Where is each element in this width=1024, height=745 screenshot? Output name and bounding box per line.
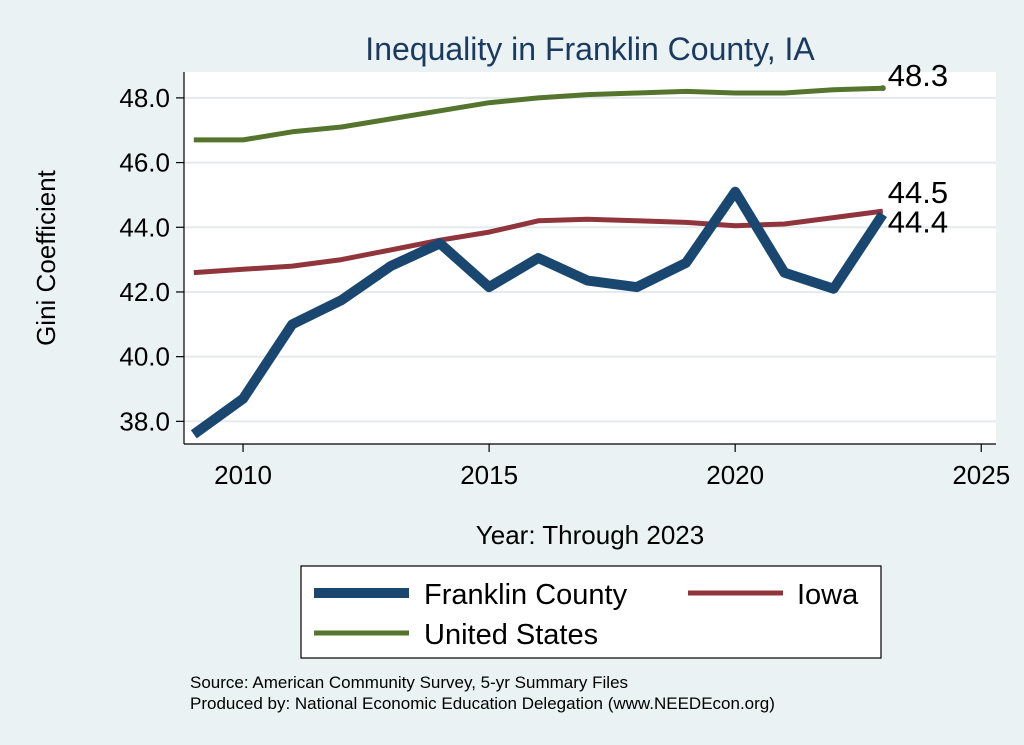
y-axis-ticks: 38.0 40.0 42.0 44.0 46.0 48.0	[119, 83, 184, 436]
plot-area	[184, 72, 996, 444]
legend-box	[300, 565, 882, 659]
series-line-franklin-county	[190, 186, 887, 439]
y-tick-label-38: 38.0	[119, 406, 170, 436]
legend: Franklin County Iowa United States	[300, 565, 882, 659]
y-tick-label-46: 46.0	[119, 148, 170, 178]
gridlines	[184, 96, 996, 423]
x-tick-label-2025: 2025	[952, 460, 1010, 490]
x-tick-label-2020: 2020	[706, 460, 764, 490]
series-line-iowa	[193, 208, 884, 276]
series-lines	[190, 85, 887, 439]
y-tick-label-48: 48.0	[119, 83, 170, 113]
end-label-iowa: 44.5	[888, 175, 948, 210]
x-tick-label-2010: 2010	[214, 460, 272, 490]
producer-note: Produced by: National Economic Education…	[190, 694, 775, 713]
y-tick-label-40: 40.0	[119, 342, 170, 372]
end-label-franklin-county: 44.4	[888, 204, 948, 239]
x-tick-label-2015: 2015	[460, 460, 518, 490]
y-axis-label: Gini Coefficient	[31, 169, 61, 346]
chart-title: Inequality in Franklin County, IA	[365, 31, 815, 67]
legend-label-franklin-county: Franklin County	[424, 579, 628, 611]
series-line-united-states	[193, 85, 883, 143]
legend-label-united-states: United States	[424, 619, 598, 651]
end-marker-united-states	[879, 85, 886, 92]
y-tick-label-42: 42.0	[119, 277, 170, 307]
x-axis-ticks: 2010 2015 2020 2025	[214, 444, 1010, 490]
x-axis-label: Year: Through 2023	[476, 520, 704, 550]
y-tick-label-44: 44.0	[119, 212, 170, 242]
legend-label-iowa: Iowa	[797, 579, 859, 611]
source-note: Source: American Community Survey, 5-yr …	[190, 673, 628, 692]
end-labels: 48.3 44.544.4	[879, 58, 948, 239]
end-label-united-states: 48.3	[888, 58, 948, 93]
